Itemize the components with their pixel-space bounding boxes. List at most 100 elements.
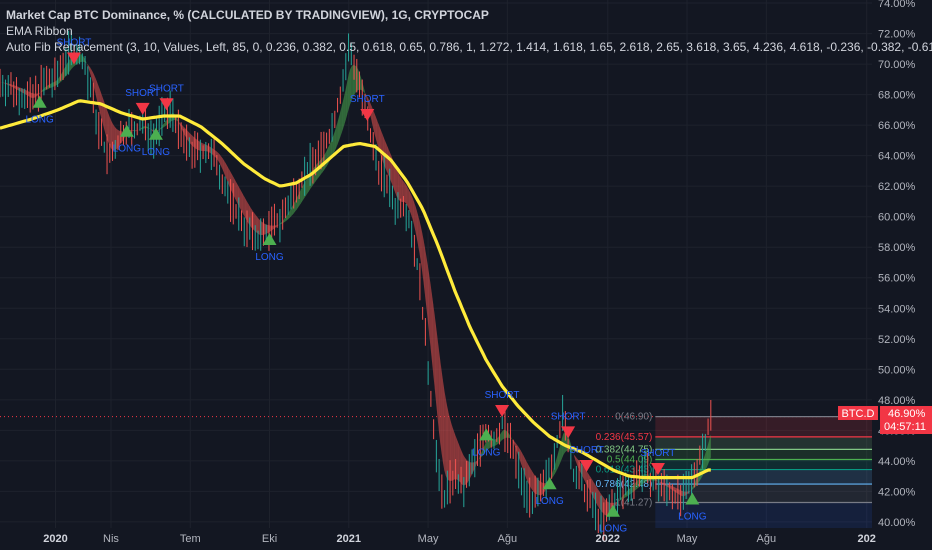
short-signal-icon	[495, 405, 510, 418]
ribbon-segment	[140, 127, 143, 130]
legend-ema-ribbon[interactable]: EMA Ribbon	[6, 24, 73, 38]
ribbon-segment	[437, 337, 439, 431]
ribbon-segment	[482, 446, 484, 456]
ribbon-segment	[414, 202, 416, 232]
ribbon-segment	[572, 451, 575, 457]
ribbon-segment	[531, 470, 534, 492]
ribbon-segment	[135, 130, 137, 132]
ribbon-segment	[661, 482, 663, 485]
ribbon-segment	[400, 177, 402, 202]
ribbon-segment	[483, 443, 486, 455]
fib-zone	[655, 416, 872, 437]
ribbon-segment	[399, 174, 401, 202]
ribbon-segment	[220, 154, 222, 167]
short-signal-label: SHORT	[57, 38, 92, 49]
ribbon-segment	[266, 224, 268, 234]
ribbon-segment	[198, 140, 200, 151]
ribbon-segment	[179, 122, 181, 127]
ribbon-segment	[162, 123, 165, 128]
ribbon-segment	[206, 144, 208, 152]
time-axis[interactable]: 2020 Nis Tem Eki 2021 May Ağu 2022 May Ağu 202	[43, 533, 876, 545]
ribbon-segment	[556, 454, 558, 472]
ribbon-segment	[524, 458, 527, 479]
y-tick-label: 42.00%	[878, 486, 916, 498]
ribbon-segment	[345, 81, 348, 120]
ribbon-segment	[282, 218, 285, 224]
fib-retracement: 0(46.90) 0.236(45.57)0.382(44.75)0.5(44.0…	[596, 412, 872, 528]
ribbon-segment	[431, 294, 434, 375]
ribbon-segment	[255, 214, 257, 233]
ribbon-segment	[456, 438, 458, 481]
ribbon-segment	[109, 116, 111, 148]
ribbon-segment	[56, 79, 58, 86]
ribbon-segment	[552, 468, 554, 478]
ribbon-segment	[280, 222, 282, 225]
short-signal-icon	[66, 52, 81, 65]
ribbon-segment	[148, 127, 151, 130]
ribbon-segment	[164, 121, 166, 128]
ribbon-segment	[703, 453, 706, 474]
ribbon-segment	[263, 223, 266, 235]
ribbon-segment	[639, 476, 642, 487]
ribbon-segment	[363, 86, 365, 94]
x-tick-label: 2020	[43, 533, 67, 545]
ribbon-segment	[464, 457, 467, 486]
x-tick-label: Ağu	[757, 533, 777, 545]
x-tick-label: Ağu	[498, 533, 518, 545]
y-tick-label: 68.00%	[878, 90, 916, 102]
ribbon-segment	[236, 182, 238, 205]
ribbon-segment	[66, 61, 69, 75]
ribbon-segment	[709, 434, 711, 461]
ribbon-segment	[53, 81, 55, 87]
ribbon-segment	[583, 467, 586, 482]
ribbon-segment	[69, 57, 72, 72]
long-signal-label: LONG	[142, 147, 171, 158]
long-signal-icon	[479, 428, 494, 441]
badge-symbol-bg	[838, 406, 878, 420]
fib-level-label: 0.786(42.48)	[596, 479, 653, 490]
ribbon-segment	[664, 483, 666, 486]
ribbon-segment	[151, 129, 154, 132]
legend-symbol-title[interactable]: Market Cap BTC Dominance, % (CALCULATED …	[6, 8, 489, 22]
ribbon-segment	[243, 194, 245, 217]
legend-auto-fib[interactable]: Auto Fib Retracement (3, 10, Values, Lef…	[6, 40, 932, 54]
ribbon-segment	[200, 142, 203, 151]
ribbon-segment	[585, 468, 587, 485]
ribbon-segment	[597, 488, 599, 508]
fib-zone	[655, 459, 872, 470]
ribbon-segment	[457, 441, 460, 482]
ribbon-segment	[486, 439, 488, 451]
ribbon-segment	[459, 445, 461, 483]
long-signal-label: LONG	[678, 511, 707, 522]
short-signal-label: SHORT	[485, 390, 520, 401]
y-tick-label: 58.00%	[878, 242, 916, 254]
ribbon-segment	[404, 182, 406, 204]
ribbon-segment	[669, 485, 672, 490]
ribbon-segment	[176, 116, 178, 122]
ribbon-segment	[300, 186, 303, 204]
price-axis[interactable]: 40.00%42.00%44.00%46.00%48.00%50.00%52.0…	[878, 0, 916, 529]
ribbon-segment	[470, 462, 472, 478]
ribbon-segment	[291, 205, 293, 217]
ribbon-segment	[118, 130, 121, 147]
ribbon-segment	[272, 225, 274, 231]
ribbon-segment	[333, 130, 335, 154]
ribbon-segment	[706, 444, 709, 468]
ribbon-segment	[241, 192, 244, 215]
ribbon-segment	[375, 117, 378, 145]
ribbon-segment	[80, 54, 83, 63]
long-signal-icon	[685, 492, 700, 505]
ribbon-segment	[452, 427, 454, 481]
short-signal-label: SHORT	[149, 83, 184, 94]
y-tick-label: 74.00%	[878, 0, 916, 10]
ribbon-segment	[411, 195, 413, 221]
ribbon-segment	[233, 177, 236, 199]
ribbon-segment	[231, 172, 233, 193]
ribbon-segment	[110, 119, 113, 150]
ribbon-segment	[289, 208, 292, 218]
ribbon-segment	[446, 405, 449, 481]
ribbon-segment	[50, 83, 52, 88]
ribbon-segment	[658, 481, 661, 483]
y-tick-label: 50.00%	[878, 364, 916, 376]
